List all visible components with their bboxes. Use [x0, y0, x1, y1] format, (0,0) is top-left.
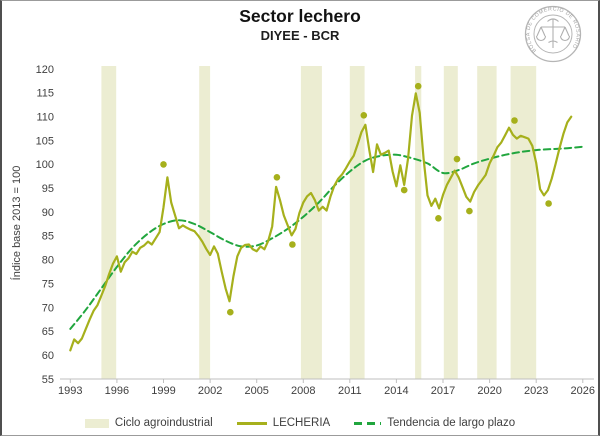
- page-subtitle: DIYEE - BCR: [260, 28, 340, 43]
- scales-caduceus-icon: [535, 18, 571, 48]
- x-tick-label: 2014: [384, 385, 408, 397]
- cycle-band: [415, 66, 422, 379]
- line-swatch-icon: [236, 421, 267, 425]
- cycle-marker-dot: [360, 112, 368, 119]
- legend-item-ciclo: Ciclo agroindustrial: [84, 417, 213, 429]
- x-tick-label: 2023: [524, 385, 548, 397]
- cycle-band: [300, 66, 322, 379]
- logo-inner-ring: [533, 14, 573, 54]
- y-tick-label: 110: [36, 112, 54, 124]
- cycle-marker-dot: [511, 117, 518, 124]
- cycle-bands-layer: [101, 66, 537, 379]
- x-tick-label: 2002: [198, 385, 222, 397]
- legend-label: Tendencia de largo plazo: [387, 417, 516, 429]
- y-tick-label: 80: [42, 255, 54, 267]
- cycle-band: [199, 66, 211, 379]
- legend-label: Ciclo agroindustrial: [114, 417, 213, 429]
- x-tick-label: 2008: [291, 385, 315, 397]
- cycle-band: [101, 66, 117, 379]
- logo-outer-ring: [524, 5, 582, 63]
- legend-label: LECHERIA: [272, 417, 331, 429]
- lecheria-line: [69, 92, 573, 352]
- x-tick-label: 2005: [244, 385, 268, 397]
- x-tick-label: 2026: [571, 385, 595, 397]
- x-tick-label: 1993: [58, 385, 82, 397]
- cycle-marker-dot: [435, 215, 442, 222]
- cycle-marker-dot: [545, 200, 552, 207]
- y-tick-label: 55: [42, 374, 54, 386]
- y-tick-label: 115: [36, 88, 54, 100]
- x-tick-label: 2017: [431, 385, 455, 397]
- legend-item-tendencia: Tendencia de largo plazo: [354, 417, 515, 429]
- cycle-marker-dot: [466, 207, 473, 215]
- cycle-marker-dot: [400, 186, 408, 194]
- y-tick-label: 100: [36, 159, 54, 171]
- cycle-marker-dot: [414, 82, 422, 90]
- cycle-marker-dot: [227, 308, 234, 316]
- x-tick-label: 1999: [151, 385, 175, 397]
- chart-legend: Ciclo agroindustrial LECHERIA Tendencia …: [2, 414, 598, 432]
- bcr-logo: BOLSA DE COMERCIO DE ROSARIO: [524, 5, 582, 63]
- trend-line: [69, 145, 584, 330]
- cycle-band: [443, 66, 458, 379]
- band-swatch-icon: [84, 418, 109, 428]
- page-title: Sector lechero: [239, 6, 361, 26]
- cycle-band: [510, 66, 537, 379]
- legend-item-lecheria: LECHERIA: [236, 417, 331, 429]
- dashed-line-swatch-icon: [354, 421, 382, 425]
- y-tick-label: 70: [42, 302, 54, 314]
- cycle-band: [349, 66, 365, 379]
- y-tick-label: 95: [42, 183, 54, 195]
- y-tick-label: 85: [42, 231, 54, 243]
- series-layer: [69, 82, 584, 352]
- cycle-marker-dot: [289, 241, 296, 248]
- cycle-marker-dot: [273, 174, 281, 181]
- y-tick-label: 65: [42, 326, 54, 338]
- axis-layer: 1993 1996 1999 2002 2005 2008 2011 2014 2017 2020…: [36, 64, 595, 397]
- cycle-band: [477, 66, 497, 379]
- y-tick-label: 105: [36, 135, 54, 147]
- x-tick-label: 1996: [105, 385, 129, 397]
- y-tick-label: 75: [42, 278, 54, 290]
- y-tick-label: 90: [42, 207, 54, 219]
- y-tick-label: 60: [42, 350, 54, 362]
- x-tick-label: 2011: [338, 385, 362, 397]
- y-tick-label: 120: [36, 64, 54, 76]
- cycle-marker-dot: [453, 155, 461, 163]
- x-tick-label: 2020: [477, 385, 501, 397]
- cycle-marker-dot: [160, 161, 167, 168]
